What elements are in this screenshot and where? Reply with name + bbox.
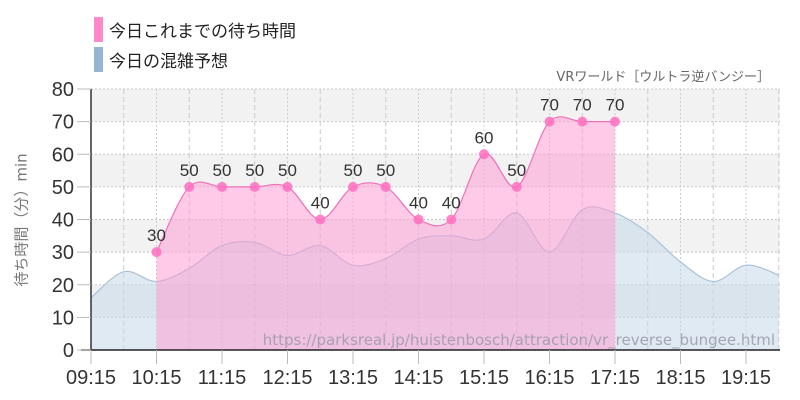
x-tick-label: 12:15 bbox=[262, 367, 312, 389]
data-label: 50 bbox=[344, 161, 363, 180]
data-point[interactable] bbox=[479, 149, 489, 160]
x-tick-label: 15:15 bbox=[459, 367, 509, 389]
data-label: 40 bbox=[311, 194, 330, 213]
chart-subtitle: VRワールド［ウルトラ逆バンジー］ bbox=[556, 70, 770, 85]
data-point[interactable] bbox=[446, 214, 457, 225]
legend-swatch-pink bbox=[94, 16, 103, 42]
legend: 今日これまでの待ち時間 今日の混雑予想 bbox=[94, 14, 296, 74]
data-point[interactable] bbox=[610, 116, 620, 127]
data-point[interactable] bbox=[184, 181, 195, 192]
x-tick-label: 11:15 bbox=[198, 367, 247, 389]
data-label: 50 bbox=[507, 161, 526, 180]
data-labels: 30 50 50 50 50 40 50 50 40 40 60 50 70 70 70 bbox=[147, 96, 624, 246]
y-tick-label: 50 bbox=[52, 177, 74, 199]
x-tick-label: 17:15 bbox=[590, 367, 640, 389]
legend-item-forecast[interactable]: 今日の混雑予想 bbox=[94, 44, 296, 74]
grid-band bbox=[91, 154, 780, 187]
data-label: 50 bbox=[278, 161, 297, 180]
data-label: 50 bbox=[376, 161, 395, 180]
data-point[interactable] bbox=[282, 181, 293, 192]
axes: 0 10 20 30 40 50 60 70 80 09:15 10:15 11:15 12:15 13:… bbox=[52, 79, 780, 389]
data-label: 50 bbox=[213, 161, 232, 180]
x-tick-label: 18:15 bbox=[655, 367, 705, 389]
y-tick-label: 20 bbox=[52, 275, 74, 297]
watermark-url: https://parksreal.jp/huistenbosch/attrac… bbox=[263, 331, 775, 350]
data-point[interactable] bbox=[249, 181, 260, 192]
legend-swatch-blue bbox=[94, 46, 103, 72]
data-point[interactable] bbox=[315, 214, 326, 225]
data-point[interactable] bbox=[413, 214, 424, 225]
data-label: 50 bbox=[245, 161, 264, 180]
grid-band bbox=[91, 121, 780, 155]
x-tick-label: 13:15 bbox=[328, 367, 378, 389]
y-tick-label: 30 bbox=[52, 242, 74, 264]
data-point[interactable] bbox=[577, 116, 588, 127]
x-tick-label: 09:15 bbox=[66, 367, 116, 389]
data-label: 70 bbox=[573, 96, 592, 115]
data-label: 40 bbox=[442, 194, 461, 213]
data-label: 60 bbox=[475, 128, 494, 147]
x-tick-label: 14:15 bbox=[393, 367, 443, 389]
x-tick-label: 16:15 bbox=[524, 367, 574, 389]
legend-item-wait-times[interactable]: 今日これまでの待ち時間 bbox=[94, 14, 296, 44]
y-tick-label: 70 bbox=[52, 112, 74, 134]
data-point[interactable] bbox=[217, 181, 227, 192]
y-tick-label: 10 bbox=[52, 307, 74, 329]
data-point[interactable] bbox=[348, 181, 358, 192]
actual-series bbox=[151, 116, 620, 351]
data-label: 30 bbox=[147, 226, 166, 245]
data-point[interactable] bbox=[380, 181, 391, 192]
x-tick-label: 10:15 bbox=[131, 367, 181, 389]
grid-band bbox=[91, 89, 780, 122]
y-tick-label: 80 bbox=[52, 79, 74, 101]
x-tick-label: 19:15 bbox=[721, 367, 771, 389]
data-point[interactable] bbox=[151, 247, 162, 258]
data-point[interactable] bbox=[511, 181, 522, 192]
data-point[interactable] bbox=[544, 116, 555, 127]
y-tick-label: 60 bbox=[52, 144, 74, 166]
y-tick-label: 0 bbox=[63, 340, 74, 362]
legend-label: 今日の混雑予想 bbox=[109, 51, 228, 72]
data-label: 70 bbox=[540, 96, 559, 115]
data-label: 70 bbox=[606, 96, 625, 115]
actual-area bbox=[156, 116, 615, 351]
legend-label: 今日これまでの待ち時間 bbox=[109, 21, 296, 42]
y-tick-label: 40 bbox=[52, 210, 74, 232]
data-label: 50 bbox=[180, 161, 199, 180]
data-label: 40 bbox=[409, 194, 428, 213]
